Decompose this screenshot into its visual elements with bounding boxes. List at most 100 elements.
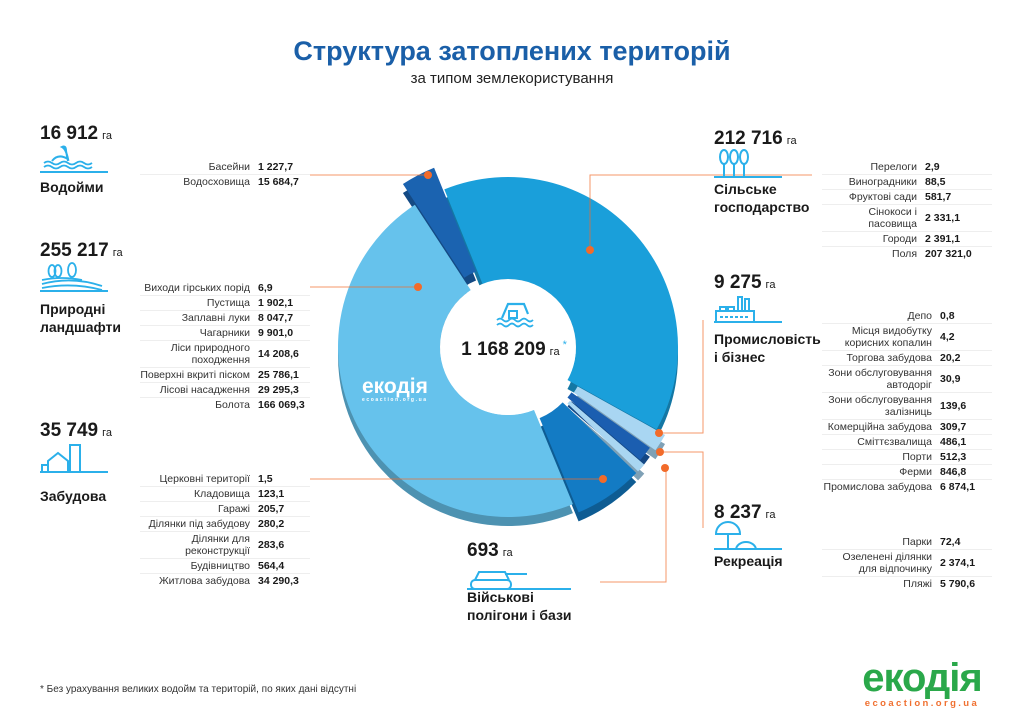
row-label: Басейни bbox=[208, 161, 250, 173]
table-row: Зони обслуговування залізниць 139,6 bbox=[822, 393, 992, 420]
connector-military bbox=[600, 468, 667, 583]
row-value: 2 391,1 bbox=[925, 233, 961, 245]
trees-icon bbox=[40, 262, 108, 292]
row-value: 6 874,1 bbox=[940, 481, 976, 493]
swan-icon bbox=[40, 143, 108, 173]
row-label: Поверхні вкриті піском bbox=[140, 369, 250, 381]
building-total-value: 35 749 bbox=[40, 420, 99, 441]
row-value: 20,2 bbox=[940, 352, 961, 364]
row-label: Промислова забудова bbox=[823, 481, 932, 493]
table-row: Чагарники 9 901,0 bbox=[140, 326, 310, 341]
row-label: Місця видобутку корисних копалин bbox=[844, 325, 932, 349]
water-unit: га bbox=[102, 130, 113, 142]
table-row: Сміттєзвалища 486,1 bbox=[822, 435, 992, 450]
row-value: 30,9 bbox=[940, 373, 961, 385]
row-value: 581,7 bbox=[925, 191, 952, 203]
row-value: 207 321,0 bbox=[925, 248, 972, 260]
footnote: * Без урахування великих водойм та терит… bbox=[40, 684, 357, 695]
table-row: Комерційна забудова 309,7 bbox=[822, 420, 992, 435]
row-label: Пустища bbox=[206, 297, 250, 309]
row-label: Виходи гірських порід bbox=[144, 282, 250, 294]
row-value: 139,6 bbox=[940, 400, 967, 412]
row-value: 2 374,1 bbox=[940, 557, 976, 569]
row-value: 2 331,1 bbox=[925, 212, 961, 224]
landscape-breakdown-table: Виходи гірських порід 6,9 Пустища 1 902,1 За… bbox=[140, 281, 310, 412]
table-row: Водосховища 15 684,7 bbox=[140, 175, 310, 189]
total-footnote-mark: * bbox=[562, 339, 567, 351]
row-value: 283,6 bbox=[258, 539, 285, 551]
tank-icon bbox=[467, 560, 571, 590]
military-unit: га bbox=[502, 547, 513, 559]
row-value: 29 295,3 bbox=[258, 384, 299, 396]
row-value: 1,5 bbox=[258, 473, 273, 485]
building-total: 35 749 га bbox=[40, 420, 112, 442]
table-row: Ферми 846,8 bbox=[822, 465, 992, 480]
table-row: Будівництво 564,4 bbox=[140, 559, 310, 574]
row-label: Ділянки під забудову bbox=[148, 518, 250, 530]
table-row: Торгова забудова 20,2 bbox=[822, 351, 992, 366]
slice-agriculture bbox=[444, 176, 678, 430]
watermark-url: ecoaction.org.ua bbox=[362, 397, 428, 403]
slice-water bbox=[402, 167, 477, 278]
table-row: Зони обслуговування автодоріг 30,9 bbox=[822, 366, 992, 393]
table-row: Кладовища 123,1 bbox=[140, 487, 310, 502]
row-label: Гаражі bbox=[218, 503, 250, 515]
connector-recreation bbox=[660, 451, 704, 528]
row-value: 2,9 bbox=[925, 161, 940, 173]
row-label: Будівництво bbox=[190, 560, 250, 572]
table-row: Парки 72,4 bbox=[822, 535, 992, 550]
row-label: Церковні території bbox=[159, 473, 250, 485]
table-row: Пляжі 5 790,6 bbox=[822, 577, 992, 591]
row-value: 0,8 bbox=[940, 310, 955, 322]
row-value: 6,9 bbox=[258, 282, 273, 294]
page-title: Структура затоплених територій bbox=[293, 36, 731, 66]
logo-word: екодія bbox=[862, 656, 983, 700]
row-label: Заплавні луки bbox=[181, 312, 250, 324]
table-row: Ліси природного походження 14 208,6 bbox=[140, 341, 310, 368]
row-value: 486,1 bbox=[940, 436, 967, 448]
row-value: 280,2 bbox=[258, 518, 285, 530]
table-row: Поверхні вкриті піском 25 786,1 bbox=[140, 368, 310, 383]
row-label: Поля bbox=[892, 248, 917, 260]
building-name: Забудова bbox=[40, 488, 107, 504]
table-row: Виноградники 88,5 bbox=[822, 175, 992, 190]
water-total: 16 912 га bbox=[40, 123, 112, 145]
marker-dot-military bbox=[661, 464, 669, 472]
connector-agriculture bbox=[589, 174, 812, 250]
donut-hole bbox=[440, 279, 576, 415]
row-label: Порти bbox=[902, 451, 932, 463]
agriculture-breakdown-table: Перелоги 2,9 Виноградники 88,5 Фруктові сади… bbox=[822, 160, 992, 261]
row-label: Озеленені ділянки для відпочинку bbox=[842, 551, 932, 575]
row-label: Болота bbox=[215, 399, 250, 411]
military-total: 693 га bbox=[467, 540, 513, 562]
row-label: Ділянки для реконструкції bbox=[185, 533, 250, 557]
row-label: Сінокоси і пасовища bbox=[868, 206, 917, 230]
row-label: Торгова забудова bbox=[846, 352, 932, 364]
table-row: Басейни 1 227,7 bbox=[140, 160, 310, 175]
table-row: Поля 207 321,0 bbox=[822, 247, 992, 261]
ecoaction-logo: екодія ecoaction.org.ua bbox=[862, 656, 983, 709]
building-breakdown-table: Церковні території 1,5 Кладовища 123,1 Гараж… bbox=[140, 472, 310, 588]
factory-icon bbox=[714, 293, 782, 324]
flooded-house-icon bbox=[496, 302, 534, 328]
row-value: 512,3 bbox=[940, 451, 967, 463]
landscape-total-value: 255 217 bbox=[40, 240, 109, 261]
row-value: 9 901,0 bbox=[258, 327, 294, 339]
slice-recreation bbox=[567, 392, 650, 461]
row-label: Ліси природного походження bbox=[170, 342, 250, 366]
row-label: Чагарники bbox=[199, 327, 250, 339]
building-unit: га bbox=[102, 427, 113, 439]
agriculture-total-value: 212 716 bbox=[714, 128, 783, 149]
water-name: Водойми bbox=[40, 179, 104, 195]
slice-industry bbox=[573, 386, 666, 451]
row-value: 309,7 bbox=[940, 421, 967, 433]
row-label: Перелоги bbox=[870, 161, 918, 173]
row-label: Ферми bbox=[899, 466, 932, 478]
table-row: Місця видобутку корисних копалин 4,2 bbox=[822, 324, 992, 351]
row-value: 88,5 bbox=[925, 176, 946, 188]
slice-military bbox=[567, 400, 645, 472]
table-row: Озеленені ділянки для відпочинку 2 374,1 bbox=[822, 550, 992, 577]
military-name: Військові полігони і бази bbox=[467, 589, 572, 623]
marker-dot-building bbox=[599, 475, 607, 483]
